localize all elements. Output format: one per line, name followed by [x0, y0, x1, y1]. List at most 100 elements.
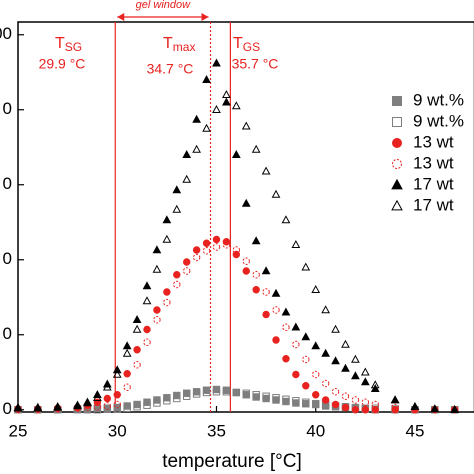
data-point: [162, 215, 172, 224]
data-point: [192, 388, 201, 396]
data-point: [123, 383, 131, 391]
data-point: [311, 285, 321, 293]
annotation-symbol-letter: T: [163, 35, 173, 52]
data-point: [301, 332, 311, 341]
data-point: [351, 371, 360, 380]
data-point: [281, 307, 291, 316]
data-point: [302, 400, 310, 408]
data-point: [272, 394, 280, 402]
annotation-symbol: TSG: [55, 35, 82, 54]
series: [13, 58, 460, 413]
data-point: [261, 166, 271, 175]
annotation-subscript: GS: [243, 40, 260, 54]
data-point: [133, 403, 141, 411]
data-point: [341, 339, 350, 348]
data-point: [93, 393, 102, 401]
data-point: [163, 397, 171, 405]
data-point: [291, 240, 301, 248]
data-point: [232, 388, 241, 397]
data-point: [192, 114, 201, 123]
y-tick-label: 0: [3, 99, 12, 118]
data-point: [112, 365, 122, 374]
data-point: [341, 363, 350, 372]
data-point: [331, 324, 340, 333]
data-point: [360, 377, 370, 386]
data-point: [212, 385, 221, 394]
legend-marker: [392, 159, 402, 169]
data-point: [202, 239, 211, 247]
data-point: [222, 97, 231, 106]
data-point: [252, 271, 260, 279]
data-point: [232, 246, 241, 254]
data-point: [182, 150, 192, 158]
data-point: [123, 402, 131, 410]
legend-marker: [392, 96, 402, 106]
data-point: [292, 340, 300, 349]
data-point: [321, 396, 330, 404]
data-point: [212, 235, 221, 244]
annotation-symbol-letter: T: [55, 35, 65, 52]
data-point: [153, 306, 161, 314]
data-point: [410, 402, 420, 410]
data-point: [13, 403, 23, 412]
data-point: [292, 399, 300, 407]
legend-label: 9 wt.%: [413, 111, 464, 130]
data-point: [262, 392, 270, 400]
data-point: [103, 402, 112, 410]
data-point: [371, 400, 379, 409]
data-point: [172, 185, 182, 194]
data-point: [183, 267, 191, 275]
data-point: [430, 404, 440, 413]
data-point: [133, 361, 141, 369]
data-point: [202, 247, 211, 255]
annotation-value: 35.7 °C: [232, 56, 279, 72]
data-point: [242, 267, 250, 275]
legend-label: 17 wt: [413, 174, 454, 193]
data-point: [183, 392, 191, 400]
data-point: [351, 354, 360, 363]
data-point: [341, 392, 350, 400]
data-point: [232, 250, 241, 259]
data-point: [73, 401, 82, 410]
y-tick-label: 0: [3, 324, 12, 343]
data-point: [271, 288, 281, 297]
legend-label: 17 wt: [413, 195, 454, 214]
data-point: [391, 403, 399, 412]
data-point: [261, 266, 271, 275]
data-point: [153, 316, 161, 324]
data-point: [143, 325, 151, 334]
data-point: [291, 322, 301, 331]
x-tick-label: 30: [108, 421, 127, 440]
arrow-head: [201, 13, 209, 21]
legend-marker: [392, 138, 402, 148]
data-point: [182, 174, 192, 183]
data-point: [361, 398, 370, 406]
data-point: [192, 246, 201, 254]
data-point: [93, 406, 102, 414]
legend-label: 13 wt: [413, 132, 454, 151]
data-point: [122, 341, 132, 350]
data-point: [370, 384, 380, 392]
legend-label: 13 wt: [413, 153, 454, 172]
data-point: [183, 258, 191, 266]
data-point: [360, 367, 370, 376]
window-label: gel window: [136, 0, 191, 11]
data-point: [152, 264, 162, 273]
annotation-symbol: TGS: [233, 35, 260, 54]
series: [14, 235, 459, 414]
arrow-head: [117, 13, 125, 21]
data-point: [143, 401, 151, 409]
data-point: [292, 370, 300, 379]
y-tick-label: 0: [3, 399, 12, 418]
data-point: [112, 369, 122, 378]
data-point: [331, 388, 340, 396]
data-point: [202, 123, 211, 132]
data-point: [33, 403, 43, 412]
data-point: [162, 234, 172, 243]
data-point: [251, 236, 261, 245]
data-point: [312, 400, 320, 408]
data-point: [391, 406, 399, 414]
data-point: [93, 403, 102, 411]
legend-marker: [392, 117, 402, 127]
x-axis-label: temperature [°C]: [162, 451, 302, 472]
